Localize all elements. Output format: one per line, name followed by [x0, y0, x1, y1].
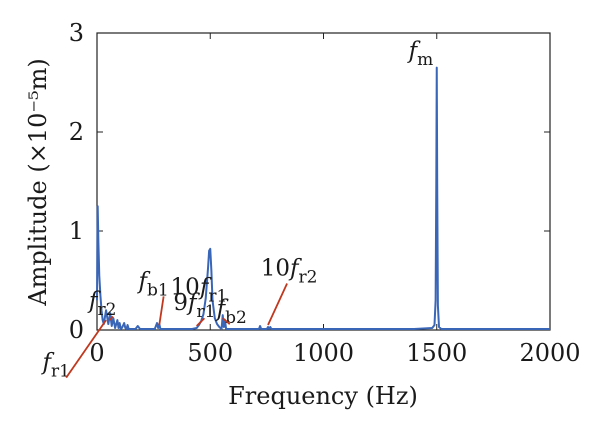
annotation-9fr1: 9fr1	[173, 290, 215, 327]
x-tick-label: 1000	[293, 339, 354, 367]
annotation-symbol: f	[186, 290, 200, 316]
annotation-subscript: m	[417, 50, 433, 70]
annotation-label: fr1	[40, 350, 69, 382]
y-tick-label: 0	[69, 316, 84, 344]
y-tick-label: 3	[69, 19, 84, 47]
annotation-label: 10fr1	[171, 274, 228, 306]
annotation-multiplier: 10	[261, 256, 290, 282]
annotation-symbol: f	[87, 288, 101, 314]
annotation-label: fm	[407, 38, 434, 70]
annotation-symbol: f	[198, 274, 212, 300]
annotation-subscript: r1	[196, 302, 215, 322]
annotation-leader-line	[196, 317, 206, 327]
annotation-symbol: f	[407, 38, 421, 64]
annotation-subscript: r1	[208, 286, 227, 306]
annotation-subscript: r2	[298, 268, 317, 288]
annotation-symbol: f	[40, 350, 54, 376]
annotation-leader-line	[158, 296, 165, 326]
annotation-subscript: b2	[225, 308, 247, 328]
annotation-leader-line	[222, 317, 231, 325]
annotation-fm: fm	[407, 38, 434, 70]
annotation-label: 10fr2	[261, 256, 318, 288]
annotation-fb1: fb1	[137, 268, 169, 326]
annotation-label: fb2	[215, 296, 247, 328]
x-tick-label: 0	[89, 339, 104, 367]
annotation-subscript: r2	[97, 300, 116, 320]
x-tick-label: 500	[187, 339, 233, 367]
x-axis-title: Frequency (Hz)	[228, 382, 418, 410]
y-tick-label: 2	[69, 118, 84, 146]
x-tick-label: 1500	[406, 339, 467, 367]
annotation-label: 9fr1	[173, 290, 215, 322]
spectrum-line	[96, 66, 550, 331]
annotation-label: fr2	[87, 288, 116, 320]
x-tick-label: 2000	[519, 339, 580, 367]
annotation-10fr1: 10fr1	[171, 274, 228, 306]
annotation-subscript: r1	[51, 362, 70, 382]
y-axis-title: Amplitude (×10⁻⁵m)	[24, 58, 52, 307]
annotation-leader-line	[267, 283, 288, 326]
axes: 0 500 1000 1500 2000 0 1 2 3	[69, 19, 581, 367]
y-tick-label: 1	[69, 217, 84, 245]
annotation-subscript: b1	[147, 280, 169, 300]
annotation-leader-line	[65, 319, 107, 379]
series-layer	[96, 66, 550, 331]
annotation-multiplier: 10	[171, 274, 200, 300]
annotation-fr1: fr1	[40, 319, 107, 382]
annotation-fb2: fb2	[215, 296, 247, 328]
annotation-leader-line	[109, 315, 114, 321]
annotation-fr2: fr2	[87, 288, 116, 321]
annotation-label: fb1	[137, 268, 169, 300]
annotation-symbol: f	[288, 256, 302, 282]
annotation-symbol: f	[215, 296, 229, 322]
annotation-symbol: f	[137, 268, 151, 294]
annotation-multiplier: 9	[173, 290, 188, 316]
annotation-10fr2: 10fr2	[261, 256, 318, 326]
